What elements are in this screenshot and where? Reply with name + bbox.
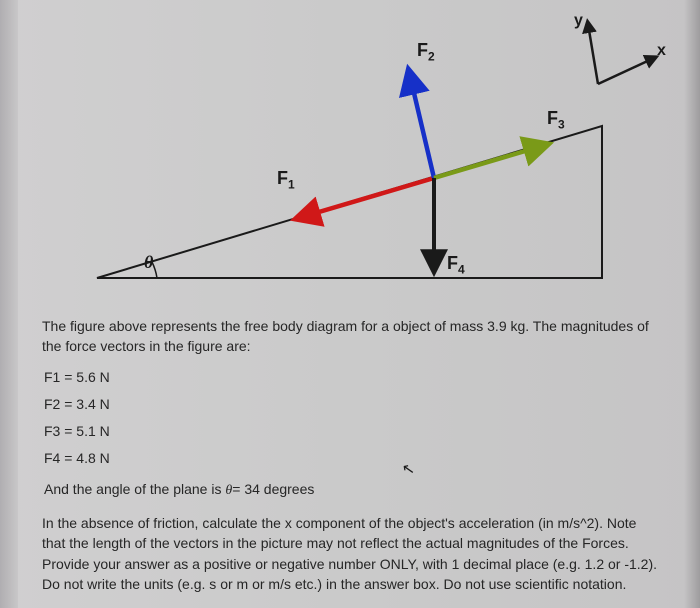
intro-paragraph: The figure above represents the free bod… xyxy=(42,316,662,357)
axis-x xyxy=(598,58,654,84)
angle-line: And the angle of the plane is θ= 34 degr… xyxy=(44,479,662,501)
force-f1-vector xyxy=(302,178,434,217)
problem-text: The figure above represents the free bod… xyxy=(32,316,672,594)
physics-problem-page: θ F1 F2 F3 F4 x y The figure above repre… xyxy=(0,0,700,608)
theta-label: θ xyxy=(144,252,153,273)
f3-label: F3 xyxy=(547,108,565,132)
free-body-diagram: θ F1 F2 F3 F4 x y xyxy=(72,18,632,298)
f4-label: F4 xyxy=(447,253,465,277)
question-paragraph: In the absence of friction, calculate th… xyxy=(42,513,662,594)
f2-value: F2 = 3.4 N xyxy=(44,394,662,414)
axis-x-label: x xyxy=(657,42,666,60)
diagram-svg xyxy=(72,18,672,298)
f3-value: F3 = 5.1 N xyxy=(44,421,662,441)
f1-value: F1 = 5.6 N xyxy=(44,367,662,387)
axis-y-label: y xyxy=(574,12,583,30)
f4-value: F4 = 4.8 N xyxy=(44,448,662,468)
f1-label: F1 xyxy=(277,168,295,192)
axis-y xyxy=(588,24,598,84)
force-f3-vector xyxy=(434,146,542,178)
f2-label: F2 xyxy=(417,40,435,64)
force-f2-vector xyxy=(410,76,434,178)
